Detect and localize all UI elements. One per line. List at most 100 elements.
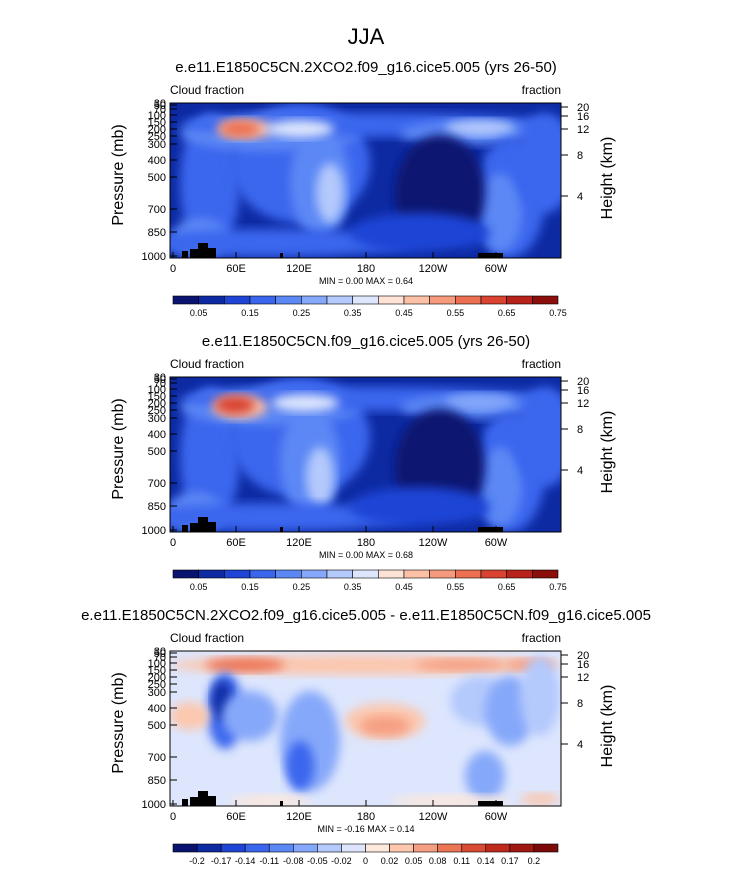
contour-region	[415, 659, 505, 671]
colorbar-label: 0.14	[477, 856, 495, 866]
x-tick-label: 120W	[419, 811, 448, 823]
contour-region	[205, 658, 285, 672]
x-axis: 0 60E 120E 180 120W 60W	[170, 252, 508, 275]
colorbar-swatch	[198, 295, 225, 305]
x-tick-label: 0	[170, 811, 176, 823]
colorbar-swatch	[326, 569, 353, 579]
colorbar-swatch	[317, 843, 342, 853]
contour-region	[445, 394, 515, 410]
topography-mask	[280, 801, 283, 806]
colorbar-label: 0.11	[453, 856, 470, 866]
contour-region	[266, 120, 334, 138]
colorbar-swatch	[403, 295, 430, 305]
y-tick-label: 850	[148, 501, 166, 513]
y-tick-label: 30	[154, 646, 166, 658]
variable-label: Cloud fraction	[170, 357, 244, 371]
topography-mask	[198, 791, 208, 806]
min-max-stats: MIN = 0.00 MAX = 0.68	[319, 550, 413, 560]
colorbar-swatch	[352, 569, 379, 579]
y-tick-label: 30	[154, 98, 166, 110]
topography-mask	[208, 248, 216, 258]
y-tick-label: 850	[148, 775, 166, 787]
colorbar-swatch	[172, 843, 198, 853]
variable-label: Cloud fraction	[170, 83, 244, 97]
height-tick-label: 8	[577, 150, 583, 162]
colorbar-label: 0.2	[528, 856, 541, 866]
y-tick-label: 100	[148, 658, 166, 670]
chart-title: e.e11.E1850C5CN.f09_g16.cice5.005 (yrs 2…	[202, 333, 530, 350]
colorbar-label: 0.05	[190, 308, 208, 318]
colorbar-swatch	[172, 295, 199, 305]
chart-title: e.e11.E1850C5CN.2XCO2.f09_g16.cice5.005 …	[81, 607, 651, 624]
colorbar-swatch	[275, 295, 302, 305]
height-tick-label: 16	[577, 659, 589, 671]
x-tick-label: 120E	[286, 811, 312, 823]
x-tick-label: 60W	[485, 811, 508, 823]
colorbar-swatch	[378, 295, 405, 305]
y-tick-label: 200	[148, 672, 166, 684]
contour-region	[170, 229, 410, 257]
x-tick-label: 60W	[485, 537, 508, 549]
contour-region	[350, 487, 490, 527]
colorbar-label: 0.75	[549, 308, 567, 318]
colorbar-swatch	[532, 569, 559, 579]
colorbar-swatch	[172, 569, 199, 579]
y-tick-label: 400	[148, 429, 166, 441]
contour-region	[350, 213, 490, 253]
y-tick-label: 150	[148, 117, 166, 129]
height-tick-label: 20	[577, 102, 589, 114]
colorbar-swatch	[509, 843, 535, 853]
x-tick-label: 120W	[419, 263, 448, 275]
colorbar-label: 0.05	[190, 582, 208, 592]
contour-region	[520, 656, 560, 736]
page-title: JJA	[348, 24, 385, 49]
topography-mask	[208, 522, 216, 532]
y-tick-label: 400	[148, 155, 166, 167]
x-tick-label: 0	[170, 537, 176, 549]
colorbar-swatch	[429, 295, 456, 305]
x-tick-label: 120E	[286, 537, 312, 549]
colorbar-swatch	[437, 843, 463, 853]
colorbar-swatch	[480, 569, 507, 579]
colorbar-swatch	[455, 295, 482, 305]
y-tick-label: 30	[154, 372, 166, 384]
height-tick-label: 12	[577, 398, 589, 410]
colorbar-label: -0.08	[283, 856, 304, 866]
x-tick-label: 60E	[226, 537, 246, 549]
height-tick-label: 4	[577, 739, 583, 751]
y-tick-label: 150	[148, 665, 166, 677]
colorbar-label: 0.75	[549, 582, 567, 592]
contour-field	[170, 651, 561, 806]
y-tick-label: 500	[148, 720, 166, 732]
min-max-stats: MIN = -0.16 MAX = 0.14	[317, 824, 414, 834]
colorbar-swatch	[244, 843, 270, 853]
colorbar-label: -0.05	[307, 856, 328, 866]
contour-region	[230, 795, 310, 806]
y-tick-label: 70	[154, 104, 166, 116]
x-tick-label: 180	[357, 811, 375, 823]
colorbar-swatch	[196, 843, 222, 853]
colorbar-swatch	[268, 843, 294, 853]
colorbar-swatch	[249, 295, 276, 305]
chart-panel-1: e.e11.E1850C5CN.f09_g16.cice5.005 (yrs 2…	[110, 333, 616, 592]
colorbar-label: -0.17	[211, 856, 232, 866]
topography-mask	[190, 249, 198, 258]
y-tick-label: 150	[148, 391, 166, 403]
contour-region	[316, 163, 344, 223]
height-axis-label: Height (km)	[599, 411, 616, 494]
x-tick-label: 120E	[286, 263, 312, 275]
colorbar-label: 0.35	[344, 308, 362, 318]
colorbar-swatch	[429, 569, 456, 579]
y-tick-label: 700	[148, 478, 166, 490]
colorbar-swatch	[389, 843, 414, 853]
colorbar-swatch	[533, 843, 559, 853]
colorbar-swatch	[301, 295, 328, 305]
height-tick-label: 20	[577, 650, 589, 662]
x-tick-label: 60E	[226, 811, 246, 823]
topography-mask	[182, 525, 188, 532]
colorbar-swatch	[532, 295, 559, 305]
height-axis-label: Height (km)	[599, 685, 616, 768]
